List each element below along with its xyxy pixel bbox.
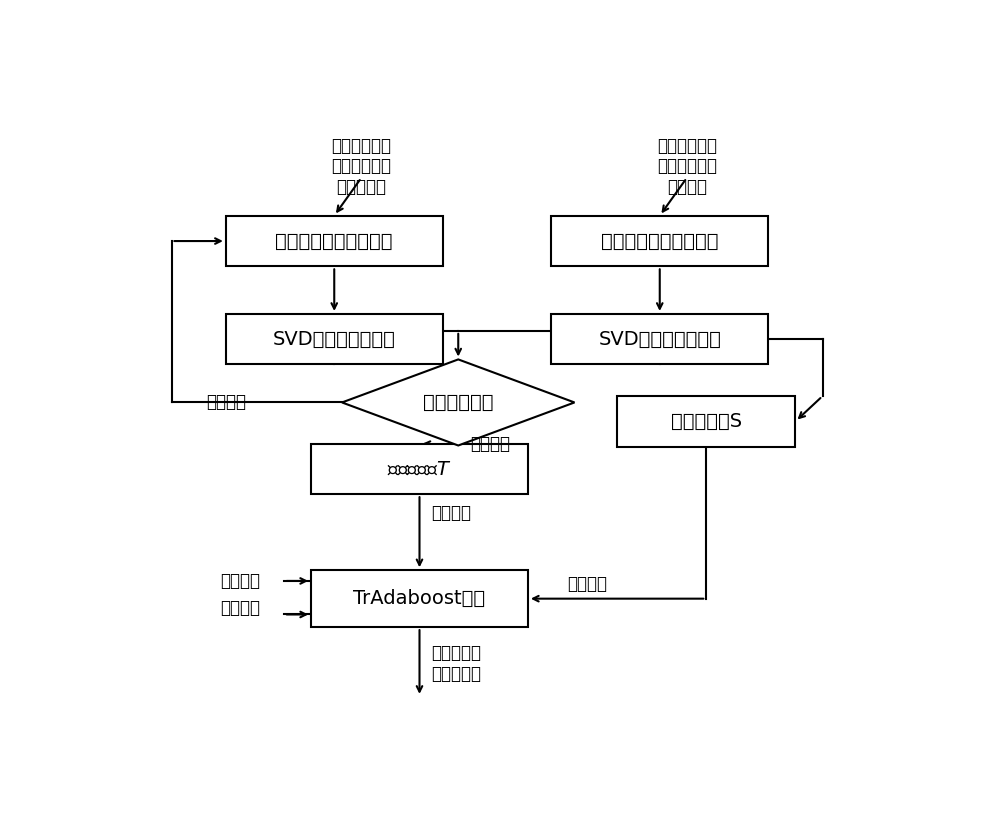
Text: 待测环境，工
况及待测部件
振动数据: 待测环境，工 况及待测部件 振动数据 <box>657 136 717 196</box>
Text: 辅助故障数据（大量）: 辅助故障数据（大量） <box>276 232 393 251</box>
FancyBboxPatch shape <box>226 314 443 364</box>
FancyBboxPatch shape <box>311 444 528 494</box>
FancyBboxPatch shape <box>226 215 443 266</box>
Polygon shape <box>342 359 574 446</box>
Text: TrAdaboost迭代: TrAdaboost迭代 <box>353 589 486 608</box>
Text: SVD特征提取与选取: SVD特征提取与选取 <box>598 330 721 349</box>
Text: 模型输出，
正确率分析: 模型输出， 正确率分析 <box>431 644 481 683</box>
Text: SVD特征提取与选取: SVD特征提取与选取 <box>273 330 396 349</box>
FancyBboxPatch shape <box>551 215 768 266</box>
Text: 可迁移度检测: 可迁移度检测 <box>423 393 494 412</box>
Text: 目标故障数据（少量）: 目标故障数据（少量） <box>601 232 718 251</box>
FancyBboxPatch shape <box>551 314 768 364</box>
Text: 构成训练集$T$: 构成训练集$T$ <box>387 459 452 478</box>
Text: 实验室环境，
工况及相邻部
件振动数据: 实验室环境， 工况及相邻部 件振动数据 <box>331 136 391 196</box>
FancyBboxPatch shape <box>311 570 528 627</box>
Text: 模型训练: 模型训练 <box>431 504 471 522</box>
Text: 小于阈值: 小于阈值 <box>206 394 246 412</box>
Text: 迭代次数: 迭代次数 <box>221 572 261 590</box>
FancyBboxPatch shape <box>617 396 795 446</box>
Text: 构成测试集S: 构成测试集S <box>671 412 742 431</box>
Text: 大于阈值: 大于阈值 <box>470 435 510 453</box>
Text: 模型检测: 模型检测 <box>567 575 607 593</box>
Text: 权重参数: 权重参数 <box>221 598 261 616</box>
